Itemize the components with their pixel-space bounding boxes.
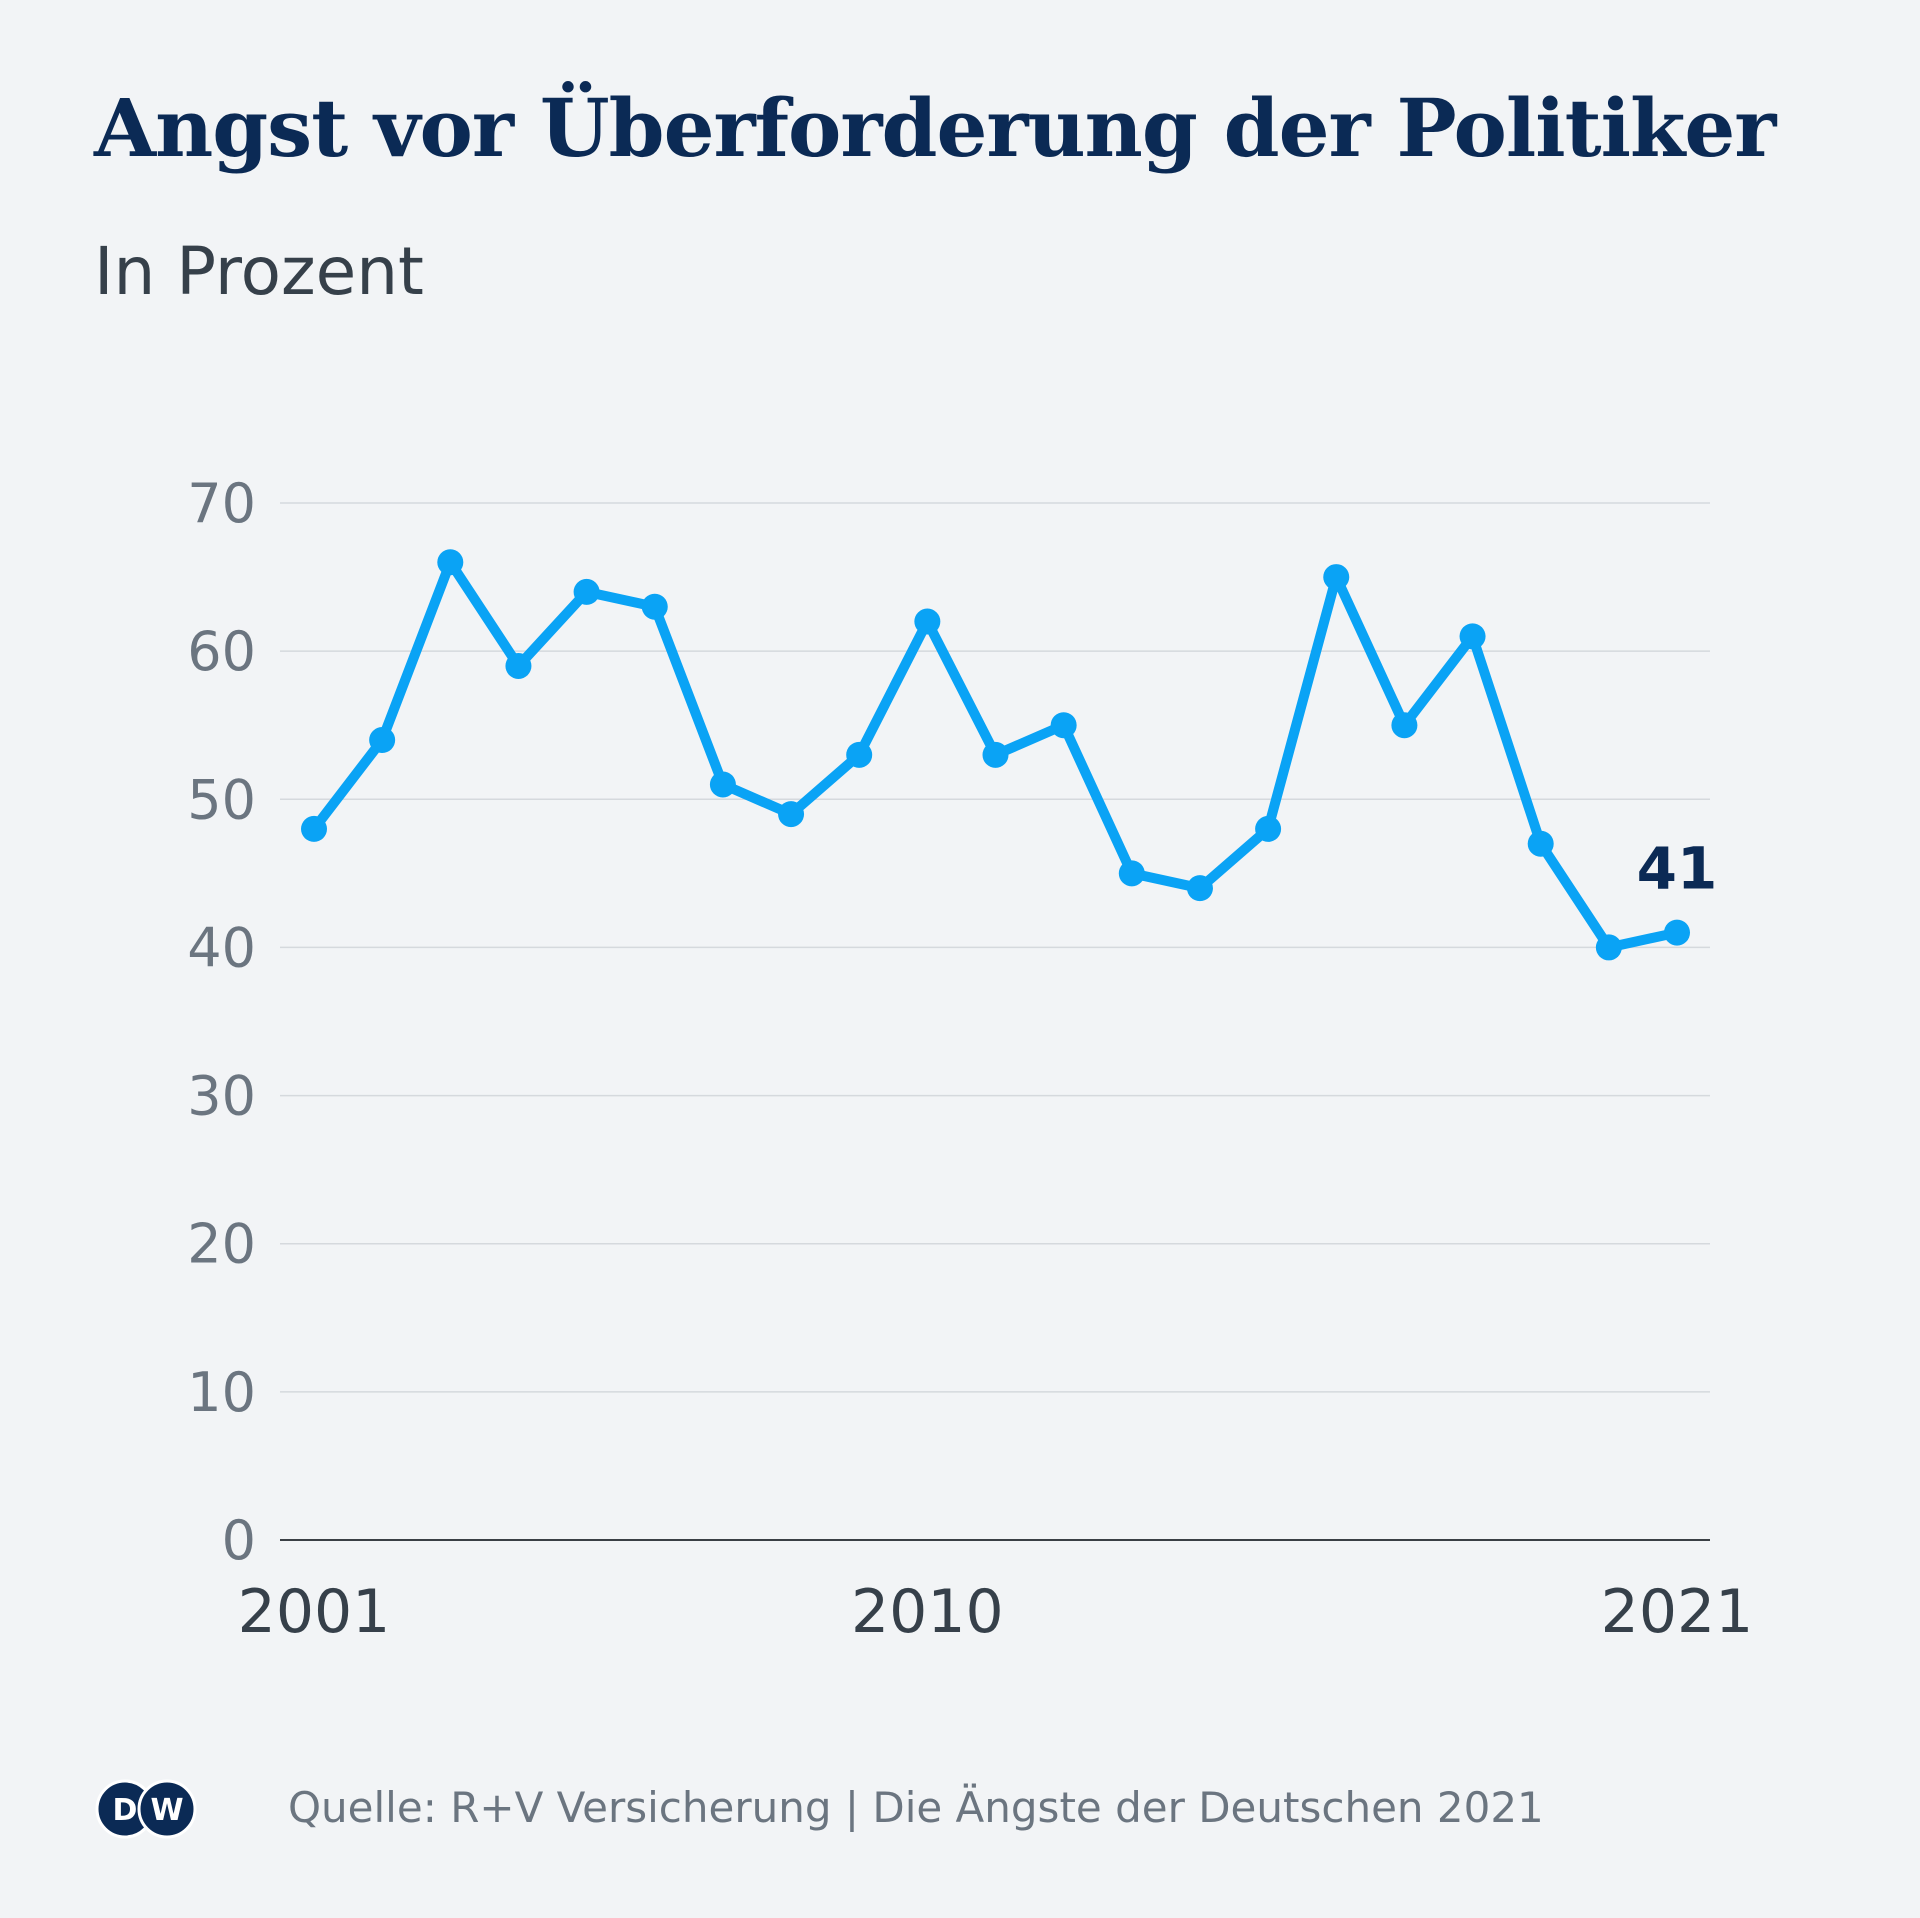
- data-point-2004: [505, 652, 532, 679]
- data-point-2003: [437, 549, 464, 576]
- chart-title: Angst vor Überforderung der Politiker: [94, 81, 1776, 175]
- data-point-2010: [914, 608, 941, 635]
- data-point-2005: [573, 578, 600, 605]
- data-point-2015: [1255, 815, 1282, 842]
- data-point-2014: [1186, 875, 1213, 902]
- data-point-2001: [301, 815, 327, 842]
- data-label-2021: 41: [1637, 835, 1718, 903]
- y-tick-label-60: 60: [187, 620, 256, 683]
- x-tick-label-2021: 2021: [1601, 1577, 1754, 1647]
- data-point-2006: [641, 593, 668, 620]
- source-note: Quelle: R+V Versicherung | Die Ängste de…: [288, 1783, 1544, 1832]
- data-point-2009: [846, 741, 873, 768]
- x-tick-label-2001: 2001: [238, 1577, 391, 1647]
- dw-logo-letter-w: W: [150, 1793, 183, 1828]
- data-point-2019: [1527, 830, 1554, 857]
- data-point-2016: [1323, 564, 1350, 591]
- data-point-2008: [778, 801, 805, 828]
- y-tick-label-40: 40: [187, 916, 256, 979]
- data-point-2013: [1118, 860, 1145, 887]
- data-point-2011: [982, 741, 1009, 768]
- y-tick-label-30: 30: [187, 1065, 256, 1128]
- y-tick-label-70: 70: [187, 472, 256, 535]
- dw-logo-icon: D W: [95, 1779, 197, 1839]
- y-tick-label-10: 10: [187, 1361, 256, 1424]
- chart-subtitle: In Prozent: [94, 233, 424, 310]
- data-point-2018: [1459, 623, 1486, 650]
- line-chart: 0 10 20 30 40 50 60 70 2001 2010 2021 41: [187, 472, 1754, 1647]
- data-point-2012: [1050, 712, 1077, 739]
- y-tick-label-0: 0: [222, 1509, 256, 1572]
- data-point-2021: [1664, 919, 1690, 946]
- footer: D W: [94, 1774, 202, 1844]
- x-tick-label-2010: 2010: [851, 1577, 1004, 1647]
- data-point-2002: [369, 727, 396, 754]
- data-point-2020: [1595, 934, 1622, 961]
- y-tick-label-20: 20: [187, 1213, 256, 1276]
- dw-logo-letter-d: D: [113, 1793, 138, 1828]
- data-point-2017: [1391, 712, 1418, 739]
- y-tick-label-50: 50: [187, 768, 256, 831]
- data-point-2007: [709, 771, 736, 798]
